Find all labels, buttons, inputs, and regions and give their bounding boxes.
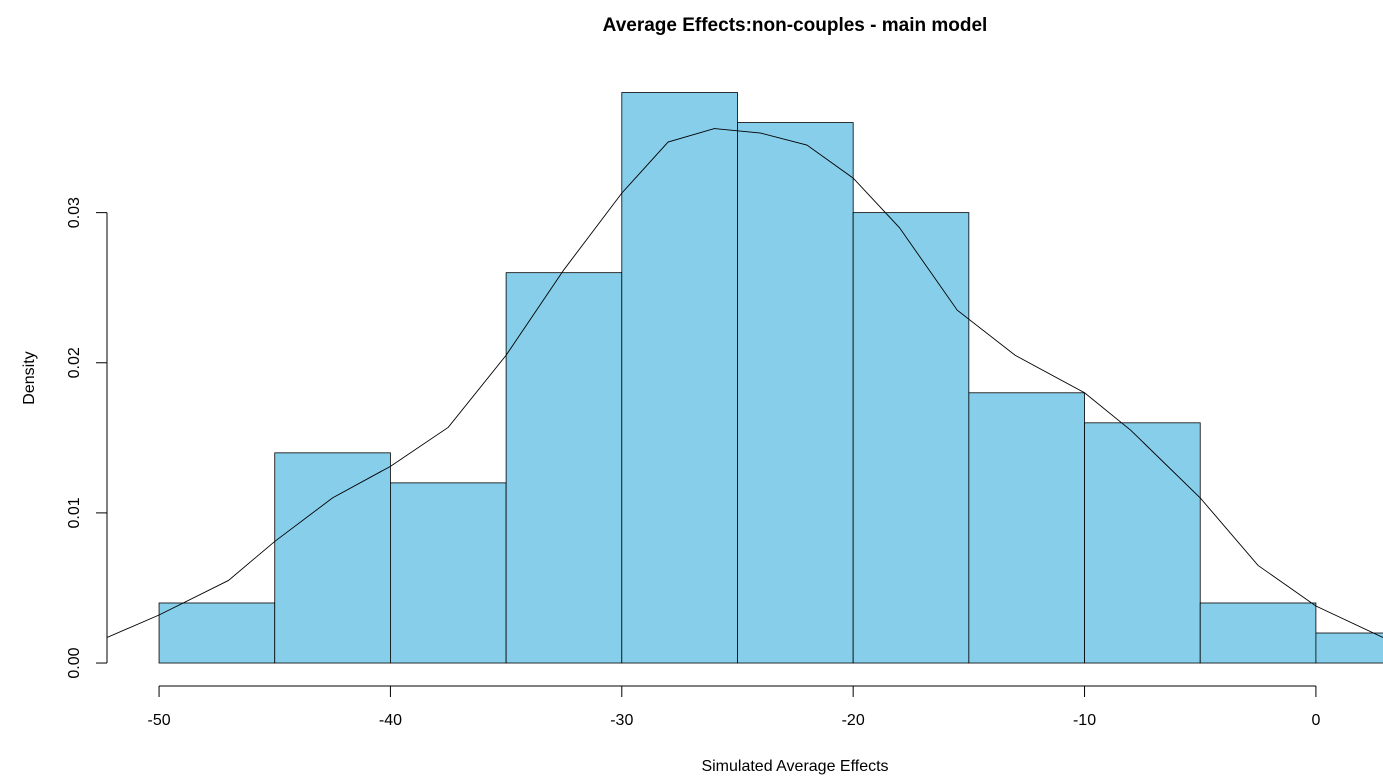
bar (1315, 632, 1383, 664)
bar (737, 122, 854, 664)
y-tick-label: 0.01 (66, 497, 83, 528)
plot-area (107, 92, 1383, 664)
x-tick-label: -40 (379, 712, 402, 729)
bar (968, 392, 1085, 664)
chart-title: Average Effects:non-couples - main model (603, 15, 988, 36)
bar (852, 212, 970, 664)
x-tick-label: -50 (147, 712, 170, 729)
y-axis-label: Density (21, 351, 38, 404)
bar (158, 602, 276, 664)
x-tick-label: -30 (610, 712, 633, 729)
bar (274, 452, 391, 664)
bar (390, 482, 507, 664)
x-axis-label: Simulated Average Effects (701, 758, 888, 775)
bar (1199, 602, 1317, 664)
x-tick-label: -20 (842, 712, 865, 729)
y-tick-label: 0.00 (66, 647, 83, 678)
bar (505, 272, 623, 664)
y-tick-label: 0.02 (66, 347, 83, 378)
bar (1084, 422, 1201, 664)
x-tick-label: 0 (1311, 712, 1320, 729)
bar (621, 92, 738, 664)
x-tick-label: -10 (1073, 712, 1096, 729)
y-tick-label: 0.03 (66, 197, 83, 228)
density-curve (107, 128, 1383, 638)
